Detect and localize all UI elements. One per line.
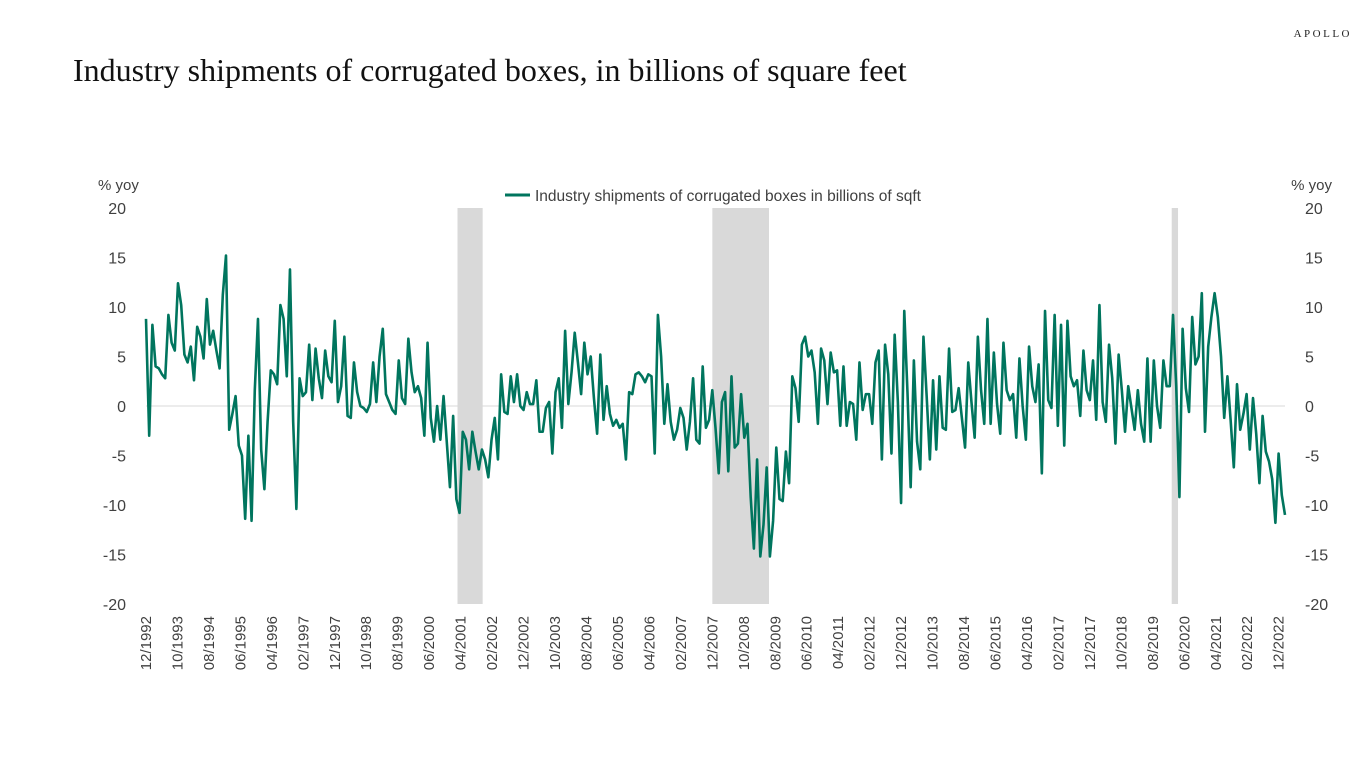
x-tick-label: 08/2004 (578, 616, 595, 670)
x-tick-label: 10/2018 (1113, 616, 1130, 670)
x-tick-label: 08/1999 (390, 616, 407, 670)
y-axis-right-title: % yoy (1291, 177, 1332, 194)
x-tick-label: 04/2011 (830, 616, 847, 669)
x-tick-label: 02/1997 (295, 616, 312, 670)
y-tick-left: -10 (103, 498, 126, 515)
x-tick-label: 12/2022 (1271, 616, 1288, 670)
y-tick-right: 15 (1305, 251, 1323, 268)
x-tick-label: 12/2002 (516, 616, 533, 670)
y-axis-left-title: % yoy (98, 177, 139, 194)
legend: Industry shipments of corrugated boxes i… (505, 188, 922, 205)
series-line (144, 254, 1287, 558)
x-tick-label: 04/2001 (453, 616, 470, 670)
y-tick-left: 20 (108, 201, 126, 218)
x-tick-label: 12/1992 (138, 616, 155, 670)
x-tick-label: 06/2005 (610, 616, 627, 670)
y-tick-left: 5 (117, 350, 126, 367)
x-tick-label: 12/2017 (1082, 616, 1099, 670)
x-tick-label: 02/2007 (673, 616, 690, 670)
x-tick-label: 10/1993 (169, 616, 186, 670)
x-tick-label: 04/1996 (264, 616, 281, 670)
y-tick-right: 0 (1305, 399, 1314, 416)
y-tick-right: -15 (1305, 548, 1328, 565)
y-tick-right: 5 (1305, 350, 1314, 367)
x-tick-label: 04/2016 (1019, 616, 1036, 670)
y-tick-right: 10 (1305, 300, 1323, 317)
x-tick-label: 06/2010 (799, 616, 816, 670)
y-tick-right: 20 (1305, 201, 1323, 218)
x-tick-label: 08/2009 (767, 616, 784, 670)
x-tick-label: 06/2000 (421, 616, 438, 670)
y-tick-left: -20 (103, 597, 126, 614)
y-tick-right: -5 (1305, 449, 1319, 466)
x-tick-label: 02/2017 (1050, 616, 1067, 670)
x-axis: 12/1992 10/1993 08/1994 06/1995 04/1996 02/19… (138, 616, 1288, 670)
brand-logo: APOLLO (1293, 28, 1352, 40)
x-tick-label: 10/2003 (547, 616, 564, 670)
x-tick-label: 02/2002 (484, 616, 501, 670)
y-tick-left: 15 (108, 251, 126, 268)
x-tick-label: 06/2015 (988, 616, 1005, 670)
x-tick-label: 02/2022 (1239, 616, 1256, 670)
y-tick-left: -5 (112, 449, 126, 466)
x-tick-label: 10/2013 (925, 616, 942, 670)
x-tick-label: 08/2019 (1145, 616, 1162, 670)
x-tick-label: 12/1997 (327, 616, 344, 670)
x-tick-label: 04/2006 (641, 616, 658, 670)
x-tick-label: 12/2007 (704, 616, 721, 670)
legend-label: Industry shipments of corrugated boxes i… (535, 188, 922, 205)
x-tick-label: 08/1994 (201, 616, 218, 670)
x-tick-label: 12/2012 (893, 616, 910, 670)
chart-title: Industry shipments of corrugated boxes, … (73, 52, 907, 88)
y-axis-left: -20 -15 -10 -5 0 5 10 15 20 (103, 201, 126, 614)
y-tick-left: 10 (108, 300, 126, 317)
y-axis-right: -20 -15 -10 -5 0 5 10 15 20 (1305, 201, 1328, 614)
y-tick-right: -20 (1305, 597, 1328, 614)
x-tick-label: 10/1998 (358, 616, 375, 670)
x-tick-label: 04/2021 (1208, 616, 1225, 670)
x-tick-label: 06/2020 (1176, 616, 1193, 670)
y-tick-right: -10 (1305, 498, 1328, 515)
y-tick-left: -15 (103, 548, 126, 565)
x-tick-label: 08/2014 (956, 616, 973, 670)
y-tick-left: 0 (117, 399, 126, 416)
x-tick-label: 06/1995 (232, 616, 249, 670)
x-tick-label: 02/2012 (862, 616, 879, 670)
x-tick-label: 10/2008 (736, 616, 753, 670)
